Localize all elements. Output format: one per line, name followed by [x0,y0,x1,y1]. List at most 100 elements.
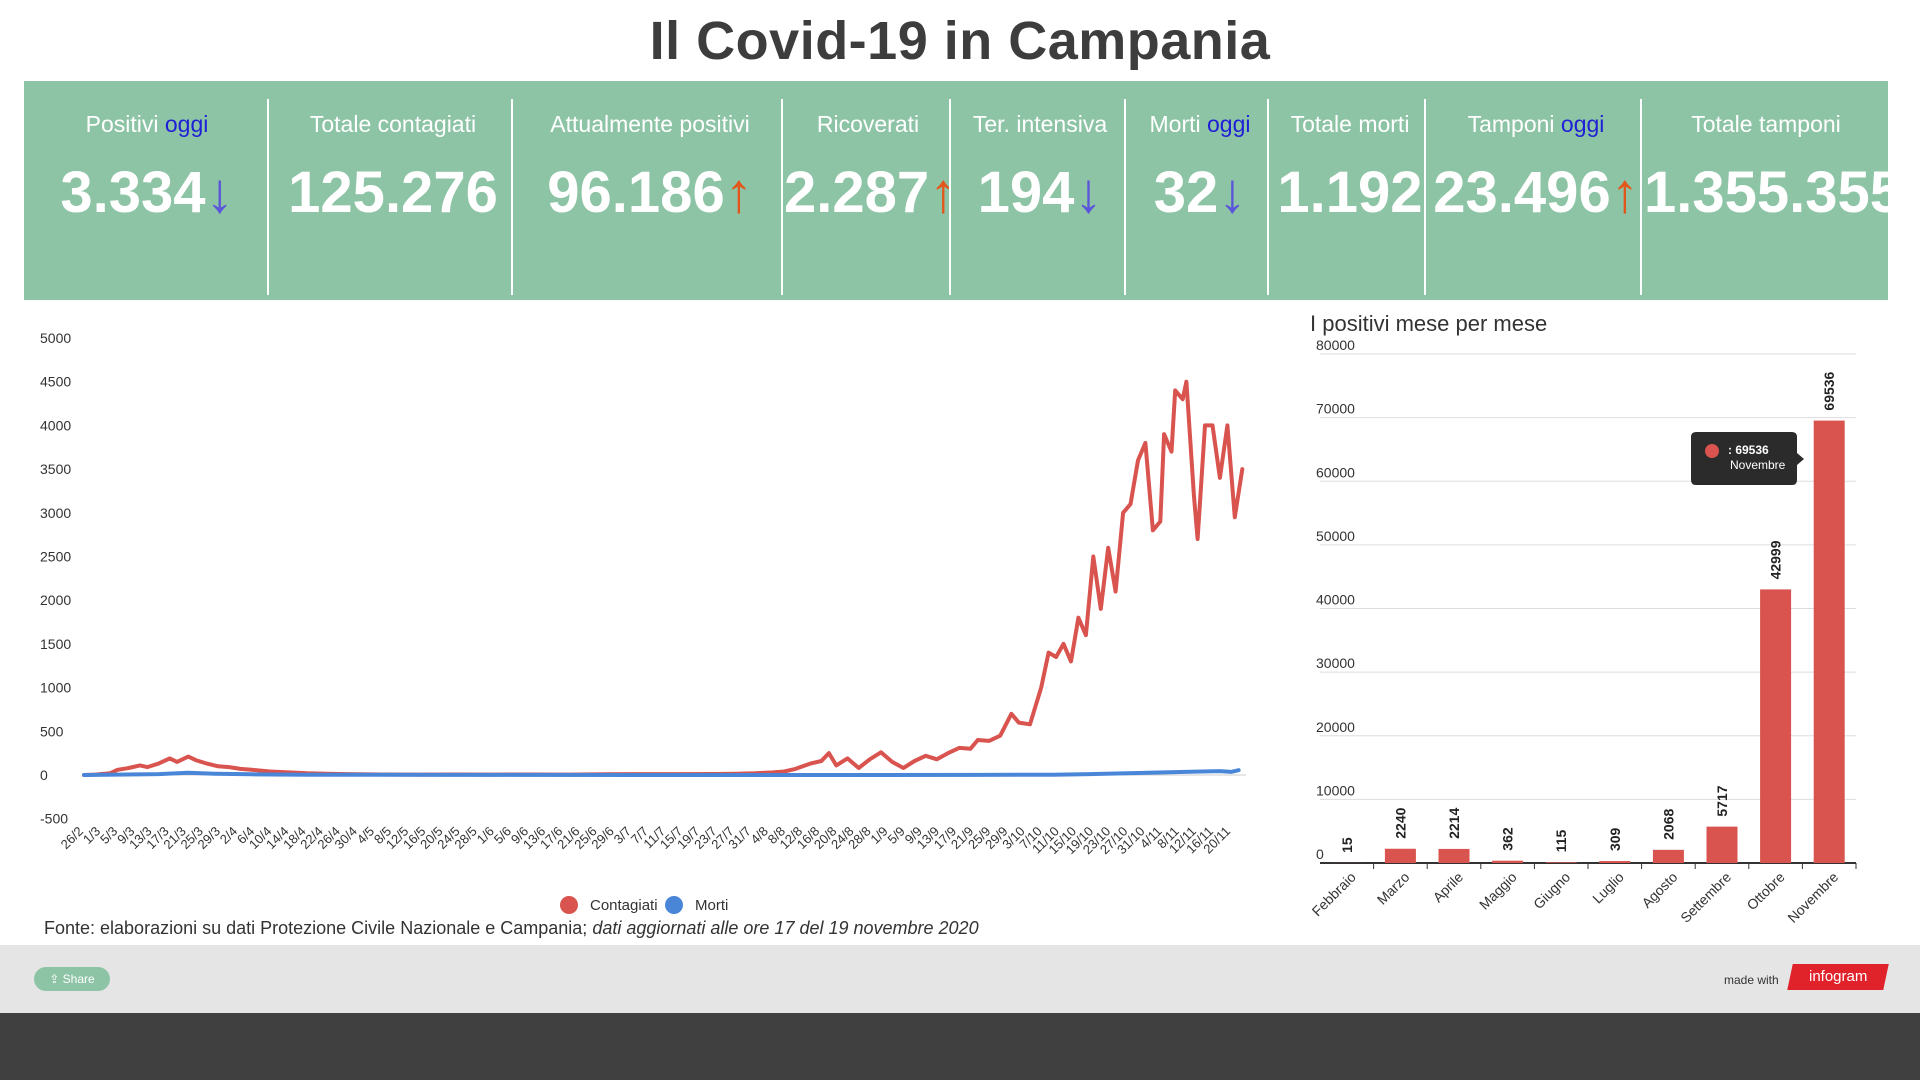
made-with-label: made with [1724,973,1779,987]
bar [1599,861,1631,863]
stat-label-text: Totale contagiati [309,111,477,137]
y-tick-label: 20000 [1316,719,1355,735]
stat-2: Attualmente positivi 96.186↑ [516,81,784,300]
stat-3: Ricoverati 2.287↑ [784,81,957,300]
stat-divider [1424,99,1426,295]
stat-value: 1.192 [1272,159,1428,226]
y-tick-label: 70000 [1316,401,1355,417]
stat-label-text: Positivi [85,111,159,137]
stat-label-text: Morti [1149,111,1201,137]
arrow-up-icon: ↑ [929,161,958,224]
stat-divider [1267,99,1269,295]
x-tick-label: Febbraio [1309,869,1360,920]
y-tick-label: 5000 [40,330,71,346]
stat-label: Tamponi oggi [1428,111,1644,138]
stat-divider [1124,99,1126,295]
stat-label-text: Tamponi [1467,111,1555,137]
stat-value-text: 3.334 [60,160,206,225]
stat-1: Totale contagiati 125.276 [270,81,516,300]
page-title: Il Covid-19 in Campania [649,11,1271,71]
y-tick-label: 1000 [40,680,71,696]
legend: Contagiati Morti [560,896,728,914]
y-tick-label: 0 [1316,846,1324,862]
x-tick-label: Luglio [1589,869,1627,907]
bar-value-label: 115 [1553,829,1569,852]
bar-value-label: 5717 [1714,785,1730,816]
arrow-up-icon: ↑ [724,161,753,224]
bar [1652,849,1684,863]
stat-label: Totale morti [1272,111,1428,138]
y-tick-label: 3000 [40,505,71,521]
x-tick-label: Ottobre [1743,869,1787,913]
series-line-0 [82,379,1245,777]
stat-label: Morti oggi [1128,111,1272,138]
share-icon: ⇪ [49,972,63,986]
x-tick-label: Agosto [1638,869,1680,911]
stat-divider [511,99,513,295]
legend-marker-1 [665,896,683,914]
stat-value-text: 125.276 [288,160,498,225]
source-note: Fonte: elaborazioni su dati Protezione C… [44,918,979,939]
bar [1813,420,1845,863]
stat-value: 125.276 [270,159,516,226]
stats-panel: Positivi oggi 3.334↓ Totale contagiati 125.… [24,81,1902,300]
x-tick-label: Marzo [1374,869,1413,908]
stat-value: 1.355.355 [1644,159,1902,226]
stat-label-text: Ter. intensiva [972,111,1108,137]
bar-value-label: 309 [1607,827,1623,851]
stat-8: Totale tamponi 1.355.355 [1644,81,1902,300]
source-text: Fonte: elaborazioni su dati Protezione C… [44,918,593,938]
daily-line-chart: 5000450040003500300025002000150010005000… [40,330,1246,914]
tooltip-category: Novembre [1730,458,1786,472]
x-tick-label: Novembre [1784,869,1841,926]
stat-label-highlight: oggi [164,111,209,137]
y-tick-label: 80000 [1316,337,1355,353]
bottom-bar [0,1013,1920,1080]
y-tick-label: 4500 [40,374,71,390]
stat-label-text: Ricoverati [816,111,920,137]
tooltip-value: : 69536 [1728,443,1769,457]
stat-divider [1640,99,1642,295]
stat-value-text: 32 [1153,160,1219,225]
stat-7: Tamponi oggi 23.496↑ [1428,81,1644,300]
arrow-down-icon: ↓ [1074,161,1103,224]
bar-value-label: 362 [1500,827,1516,851]
y-tick-label: 1500 [40,636,71,652]
bar-value-label: 2214 [1446,808,1462,839]
stat-divider [267,99,269,295]
stat-4: Ter. intensiva 194↓ [952,81,1128,300]
stat-label-highlight: oggi [1560,111,1605,137]
bar [1545,862,1577,863]
stat-label-text: Totale tamponi [1691,111,1841,137]
bar [1492,860,1524,863]
bar [1706,826,1738,863]
bar [1438,848,1470,863]
arrow-down-icon: ↓ [205,161,234,224]
bar-value-label: 69536 [1821,371,1837,410]
stat-0: Positivi oggi 3.334↓ [24,81,270,300]
y-tick-label: 3500 [40,461,71,477]
legend-marker-0 [560,896,578,914]
y-tick-label: 30000 [1316,655,1355,671]
legend-label-0: Contagiati [590,897,658,914]
stat-value-text: 194 [977,160,1075,225]
x-tick-label: Giugno [1530,869,1573,912]
y-tick-label: -500 [40,811,68,827]
share-button[interactable]: ⇪ Share [34,967,110,991]
stat-value: 194↓ [952,159,1128,226]
y-tick-label: 50000 [1316,528,1355,544]
arrow-up-icon: ↑ [1610,161,1639,224]
stat-label-text: Totale morti [1290,111,1410,137]
stat-value: 2.287↑ [784,159,957,226]
infogram-logo[interactable]: infogram [1787,964,1889,990]
stat-label: Ricoverati [784,111,952,138]
stat-value: 3.334↓ [24,159,270,226]
stat-value-text: 96.186 [547,160,725,225]
arrow-down-icon: ↓ [1218,161,1247,224]
stat-label-highlight: oggi [1207,111,1251,137]
stat-value-text: 2.287 [784,160,930,225]
y-tick-label: 500 [40,723,64,739]
tooltip-marker [1705,444,1719,458]
